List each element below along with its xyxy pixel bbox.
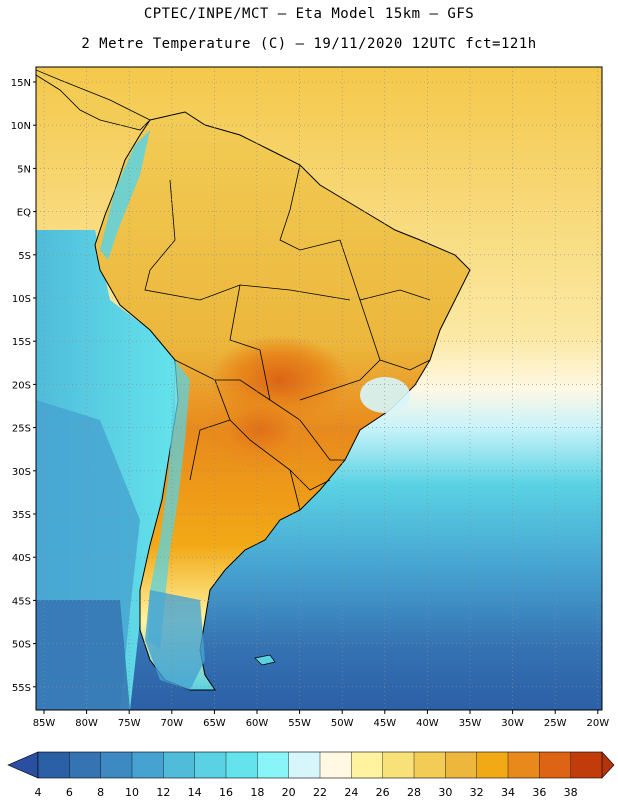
lat-label-10s: 10S bbox=[12, 294, 31, 305]
patagonia-cool bbox=[145, 590, 205, 690]
lat-label-15n: 15N bbox=[11, 78, 31, 89]
colorbar-label-6: 6 bbox=[66, 786, 73, 799]
colorbar-swatch bbox=[226, 752, 258, 778]
colorbar-label-18: 18 bbox=[250, 786, 264, 799]
lon-label-35w: 35W bbox=[459, 718, 482, 729]
lon-label-25w: 25W bbox=[544, 718, 567, 729]
colorbar-swatch bbox=[351, 752, 383, 778]
lat-label-eq: EQ bbox=[17, 208, 31, 219]
colorbar-low-arrow bbox=[7, 751, 39, 779]
lon-label-20w: 20W bbox=[586, 718, 609, 729]
colorbar-label-4: 4 bbox=[35, 786, 42, 799]
colorbar-label-8: 8 bbox=[97, 786, 104, 799]
colorbar: 4 6 8 10 12 14 16 18 20 22 24 26 28 30 32 34 36 38 bbox=[7, 751, 615, 799]
title-line-1: CPTEC/INPE/MCT – Eta Model 15km – GFS bbox=[143, 6, 475, 22]
lon-label-75w: 75W bbox=[118, 718, 141, 729]
lat-label-35s: 35S bbox=[12, 510, 31, 521]
colorbar-label-24: 24 bbox=[344, 786, 358, 799]
longitude-labels: 85W 80W 75W 70W 65W 60W 55W 50W 45W 40W 35W 30W 25W 2… bbox=[33, 710, 609, 729]
colorbar-swatch bbox=[288, 752, 321, 778]
colorbar-swatch bbox=[257, 752, 289, 778]
colorbar-label-38: 38 bbox=[564, 786, 578, 799]
lat-label-25s: 25S bbox=[12, 424, 31, 435]
map-area bbox=[36, 67, 602, 710]
colorbar-swatch bbox=[163, 752, 195, 778]
colorbar-label-12: 12 bbox=[156, 786, 170, 799]
lon-label-45w: 45W bbox=[373, 718, 396, 729]
colorbar-label-20: 20 bbox=[282, 786, 296, 799]
colorbar-label-34: 34 bbox=[501, 786, 515, 799]
lat-label-5n: 5N bbox=[17, 164, 31, 175]
central-america bbox=[36, 69, 151, 131]
colorbar-swatch bbox=[69, 752, 101, 778]
colorbar-label-10: 10 bbox=[125, 786, 139, 799]
country-borders bbox=[144, 164, 431, 511]
pacific-far-south bbox=[36, 600, 130, 710]
lon-label-60w: 60W bbox=[246, 718, 269, 729]
lon-label-65w: 65W bbox=[203, 718, 226, 729]
lat-label-15s: 15S bbox=[12, 337, 31, 348]
colorbar-label-14: 14 bbox=[188, 786, 202, 799]
lat-label-20s: 20S bbox=[12, 380, 31, 391]
lon-label-50w: 50W bbox=[331, 718, 354, 729]
colorbar-label-36: 36 bbox=[532, 786, 546, 799]
colorbar-swatch bbox=[414, 752, 446, 778]
colorbar-swatch bbox=[100, 752, 133, 778]
colorbar-label-30: 30 bbox=[438, 786, 452, 799]
colorbar-swatch bbox=[476, 752, 509, 778]
colorbar-label-28: 28 bbox=[407, 786, 421, 799]
northern-andes-cool bbox=[100, 130, 150, 260]
falkland-islands bbox=[254, 654, 276, 666]
colorbar-swatch bbox=[38, 752, 70, 778]
colorbar-label-16: 16 bbox=[219, 786, 233, 799]
lon-label-30w: 30W bbox=[501, 718, 524, 729]
colorbar-swatch bbox=[539, 752, 571, 778]
colorbar-swatch bbox=[194, 752, 227, 778]
lon-label-40w: 40W bbox=[416, 718, 439, 729]
colorbar-swatch bbox=[445, 752, 477, 778]
colorbar-label-22: 22 bbox=[313, 786, 327, 799]
lon-label-70w: 70W bbox=[160, 718, 183, 729]
colorbar-swatch bbox=[382, 752, 415, 778]
map-frame bbox=[35, 66, 603, 711]
colorbar-swatch bbox=[508, 752, 540, 778]
title-line-2: 2 Metre Temperature (C) – 19/11/2020 12U… bbox=[81, 36, 537, 52]
colorbar-swatch bbox=[570, 752, 603, 778]
colorbar-swatch bbox=[132, 752, 164, 778]
lon-label-80w: 80W bbox=[75, 718, 98, 729]
lat-label-30s: 30S bbox=[12, 467, 31, 478]
lat-label-40s: 40S bbox=[12, 553, 31, 564]
colorbar-swatch bbox=[320, 752, 352, 778]
lon-label-85w: 85W bbox=[33, 718, 56, 729]
southern-andes-cool bbox=[148, 360, 190, 650]
colorbar-high-arrow bbox=[601, 751, 615, 779]
lat-label-5s: 5S bbox=[18, 251, 31, 262]
lon-label-55w: 55W bbox=[288, 718, 311, 729]
hotspot-chaco bbox=[205, 390, 315, 470]
latitude-labels: 15N 10N 5N EQ 5S 10S 15S 20S 25S 30S 35S 40S 45S 50S 5… bbox=[11, 78, 36, 694]
lat-label-50s: 50S bbox=[12, 640, 31, 651]
lat-label-10n: 10N bbox=[11, 121, 31, 132]
lat-label-45s: 45S bbox=[12, 596, 31, 607]
lat-label-55s: 55S bbox=[12, 683, 31, 694]
colorbar-label-26: 26 bbox=[376, 786, 390, 799]
colorbar-label-32: 32 bbox=[470, 786, 484, 799]
